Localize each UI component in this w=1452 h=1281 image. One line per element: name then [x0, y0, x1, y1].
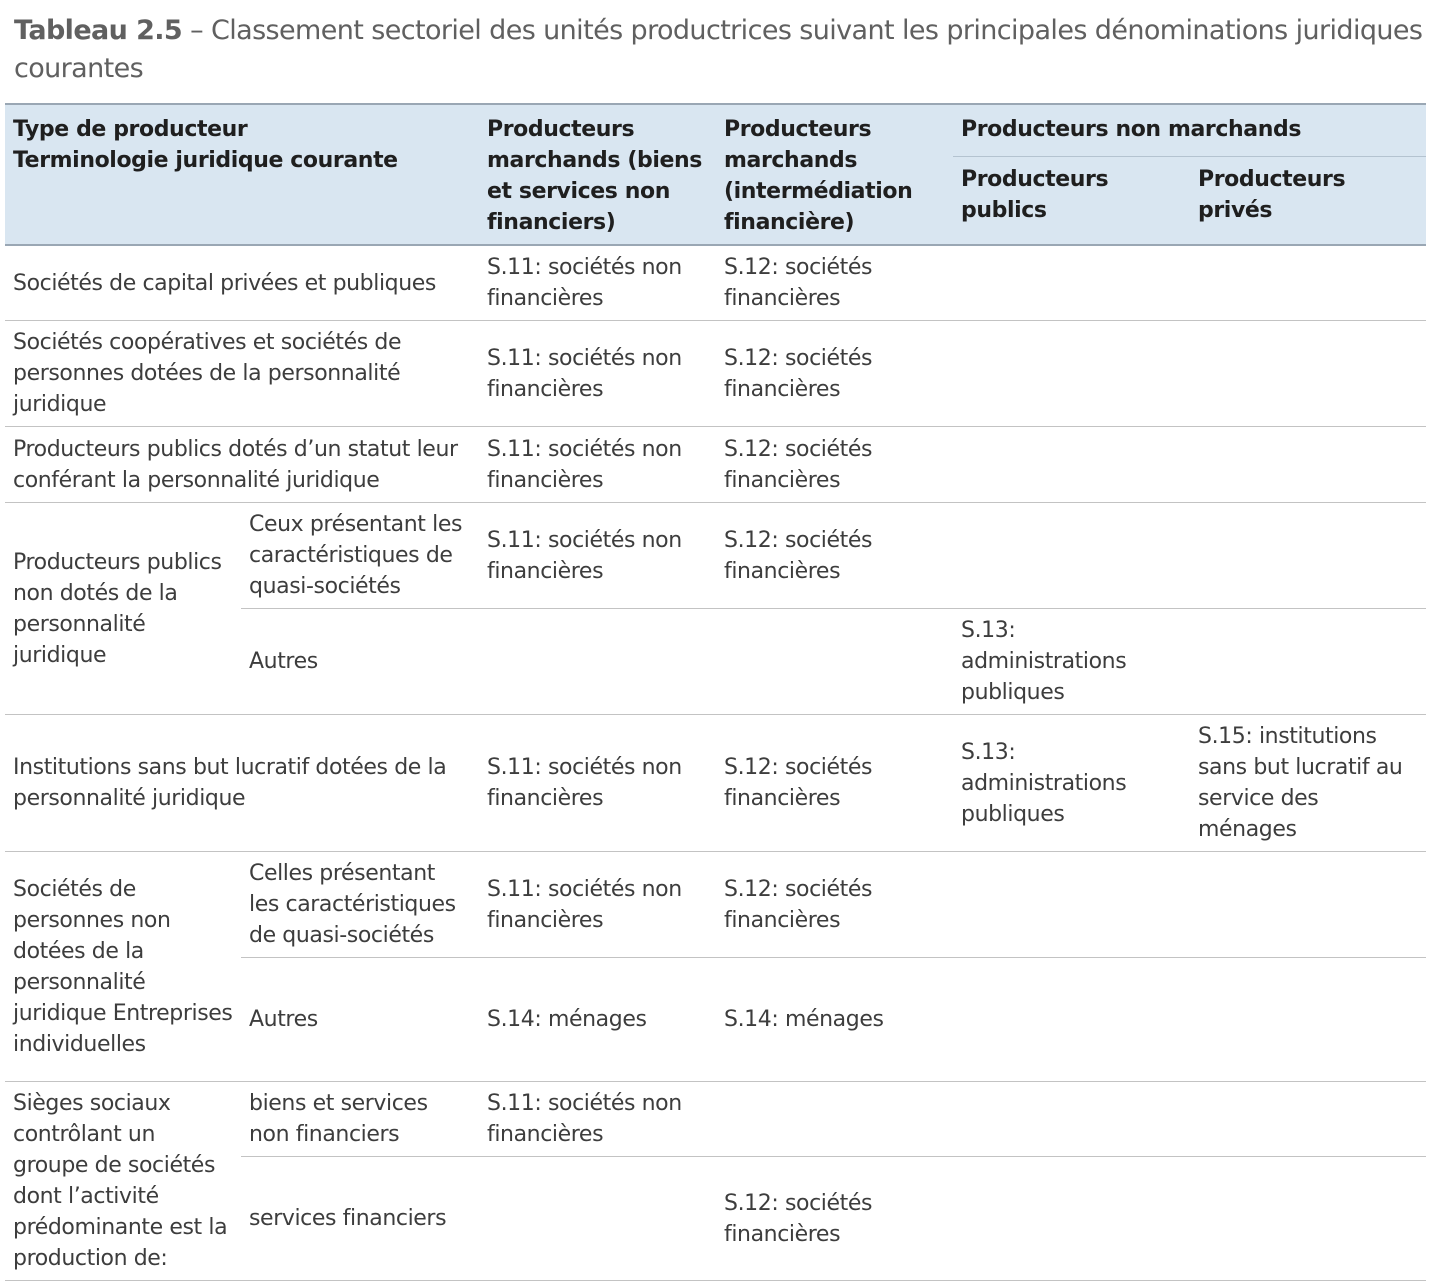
cell-financier: S.12: sociétés financières: [716, 245, 953, 321]
row-label: Sociétés coopératives et sociétés de per…: [5, 320, 479, 427]
table-row: Producteurs publics non dotés de la pers…: [5, 502, 1427, 715]
row-label: Sociétés de capital privées et publiques: [5, 245, 479, 321]
cell-prives: [1190, 1156, 1427, 1281]
row-sublabel: biens et services non financiers: [241, 1081, 479, 1157]
row-sublabel: services financiers: [241, 1156, 479, 1281]
cell-financier: S.12: sociétés financières: [716, 714, 953, 852]
cell-non-financier: S.11: sociétés non financières: [479, 245, 716, 321]
cell-non-financier: S.11: sociétés non financières: [479, 320, 716, 427]
cell-prives: [1190, 1081, 1427, 1157]
table-row: Sociétés coopératives et sociétés de per…: [5, 320, 1427, 427]
cell-prives: [1190, 245, 1427, 321]
table-caption: Tableau 2.5 – Classement sectoriel des u…: [14, 12, 1434, 88]
cell-prives: [1190, 502, 1427, 609]
cell-financier: [716, 608, 953, 715]
header-type-line1: Type de producteur: [13, 117, 248, 142]
cell-financier: S.14: ménages: [716, 957, 953, 1082]
header-prives: Producteurs privés: [1190, 156, 1427, 245]
classification-table: Type de producteur Terminologie juridiqu…: [5, 103, 1427, 1281]
cell-publics: [953, 1156, 1190, 1281]
row-group-label: Sièges sociaux contrôlant un groupe de s…: [5, 1081, 241, 1281]
cell-publics: [953, 1081, 1190, 1157]
row-group-label: Sociétés de personnes non dotées de la p…: [5, 851, 241, 1082]
row-sublabel: Ceux présentant les caractéristiques de …: [241, 502, 479, 609]
cell-non-financier: S.11: sociétés non financières: [479, 1081, 716, 1157]
header-non-marchands: Producteurs non marchands: [953, 104, 1427, 158]
cell-financier: S.12: sociétés financières: [716, 1156, 953, 1281]
cell-prives: [1190, 851, 1427, 958]
table-row: Autres S.14: ménages S.14: ménages: [5, 957, 1427, 1082]
cell-non-financier: [479, 1156, 716, 1281]
cell-publics: S.13: administrations publiques: [953, 608, 1190, 715]
header-type-producteur: Type de producteur Terminologie juridiqu…: [5, 104, 479, 245]
cell-publics: [953, 426, 1190, 503]
cell-non-financier: S.14: ménages: [479, 957, 716, 1082]
cell-publics: [953, 245, 1190, 321]
table-header: Type de producteur Terminologie juridiqu…: [5, 104, 1427, 245]
cell-non-financier: S.11: sociétés non financières: [479, 851, 716, 958]
cell-prives: [1190, 320, 1427, 427]
cell-financier: S.12: sociétés financières: [716, 320, 953, 427]
cell-non-financier: S.11: sociétés non financières: [479, 714, 716, 852]
cell-publics: [953, 851, 1190, 958]
header-marchands-financiers: Producteurs marchands (intermédiation fi…: [716, 104, 953, 245]
cell-non-financier: [479, 608, 716, 715]
cell-publics: [953, 320, 1190, 427]
header-marchands-non-financiers: Producteurs marchands (biens et services…: [479, 104, 716, 245]
row-sublabel: Autres: [241, 608, 479, 715]
cell-prives: S.15: institutions sans but lucratif au …: [1190, 714, 1427, 852]
row-label: Institutions sans but lucratif dotées de…: [5, 714, 479, 852]
table-row: Sièges sociaux contrôlant un groupe de s…: [5, 1081, 1427, 1281]
cell-financier: S.12: sociétés financières: [716, 502, 953, 609]
cell-financier: S.12: sociétés financières: [716, 426, 953, 503]
table-row: Sociétés de capital privées et publiques…: [5, 245, 1427, 321]
row-group-label: Producteurs publics non dotés de la pers…: [5, 502, 241, 715]
header-publics: Producteurs publics: [953, 156, 1190, 245]
caption-text: – Classement sectoriel des unités produc…: [14, 15, 1423, 84]
table-row: Sociétés de personnes non dotées de la p…: [5, 851, 1427, 1082]
row-sublabel: Autres: [241, 957, 479, 1082]
cell-non-financier: S.11: sociétés non financières: [479, 426, 716, 503]
cell-non-financier: S.11: sociétés non financières: [479, 502, 716, 609]
table-row: Institutions sans but lucratif dotées de…: [5, 714, 1427, 852]
cell-financier: S.12: sociétés financières: [716, 851, 953, 958]
cell-prives: [1190, 608, 1427, 715]
cell-financier: [716, 1081, 953, 1157]
row-label: Producteurs publics dotés d’un statut le…: [5, 426, 479, 503]
table-row: Producteurs publics dotés d’un statut le…: [5, 426, 1427, 503]
cell-prives: [1190, 426, 1427, 503]
table-row: Autres S.13: administrations publiques: [5, 608, 1427, 715]
header-type-line2: Terminologie juridique courante: [13, 148, 398, 173]
cell-publics: [953, 502, 1190, 609]
cell-publics: S.13: administrations publiques: [953, 714, 1190, 852]
caption-label: Tableau 2.5: [14, 15, 183, 46]
cell-prives: [1190, 957, 1427, 1082]
row-sublabel: Celles présentant les caractéristiques d…: [241, 851, 479, 958]
cell-publics: [953, 957, 1190, 1082]
